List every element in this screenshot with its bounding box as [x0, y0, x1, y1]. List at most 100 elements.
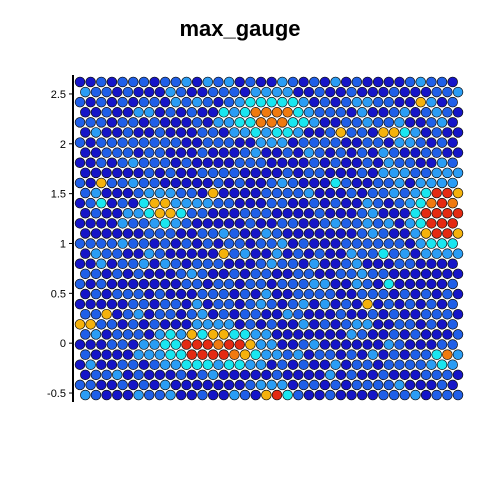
data-point	[165, 107, 176, 118]
data-point	[309, 197, 320, 209]
data-point	[431, 349, 442, 360]
data-point	[367, 308, 379, 320]
data-point	[149, 117, 160, 128]
data-point	[410, 107, 421, 118]
data-point	[122, 167, 134, 179]
data-point	[309, 96, 320, 108]
data-point	[186, 107, 198, 118]
data-point	[314, 288, 325, 300]
data-point	[404, 76, 416, 88]
data-point	[85, 298, 96, 310]
data-point	[394, 258, 405, 269]
data-point	[149, 258, 160, 269]
data-point	[314, 228, 325, 239]
data-point	[122, 308, 134, 320]
data-point	[388, 349, 400, 360]
data-point	[367, 187, 379, 199]
data-point	[239, 127, 251, 138]
data-point	[239, 248, 251, 259]
data-point	[303, 127, 315, 138]
data-point	[106, 258, 118, 269]
data-point	[394, 137, 405, 148]
data-point	[340, 278, 352, 290]
data-point	[351, 298, 363, 310]
data-point	[303, 187, 315, 199]
data-point	[245, 117, 256, 128]
data-point	[165, 389, 176, 401]
data-point	[442, 349, 453, 360]
data-point	[170, 319, 182, 330]
data-point	[143, 187, 155, 199]
data-point	[239, 107, 251, 118]
data-point	[277, 278, 288, 290]
data-point	[399, 167, 411, 179]
data-point	[234, 258, 245, 269]
data-point	[261, 268, 272, 280]
data-point	[388, 208, 400, 219]
data-point	[303, 389, 315, 401]
data-point	[399, 288, 411, 300]
data-point	[410, 147, 421, 158]
data-point	[324, 248, 336, 259]
data-point	[426, 238, 437, 249]
data-point	[133, 228, 144, 239]
data-point	[399, 389, 411, 401]
data-point	[309, 137, 320, 148]
data-point	[410, 248, 421, 259]
data-point	[186, 208, 198, 219]
data-point	[293, 308, 304, 320]
data-point	[255, 359, 267, 370]
data-point	[96, 298, 107, 310]
data-point	[250, 288, 261, 300]
data-point	[213, 177, 224, 189]
data-point	[127, 117, 139, 128]
data-point	[346, 167, 357, 179]
data-point	[90, 228, 102, 239]
data-point	[186, 288, 198, 300]
data-point	[80, 248, 91, 259]
data-point	[239, 369, 251, 381]
data-point	[229, 349, 240, 360]
data-point	[324, 167, 336, 179]
data-point	[138, 238, 150, 249]
data-point	[186, 167, 198, 179]
data-point	[117, 218, 128, 229]
data-point	[298, 238, 309, 249]
data-point	[261, 127, 272, 138]
data-point	[420, 86, 432, 98]
data-point	[293, 329, 304, 340]
data-point	[266, 339, 277, 350]
data-point	[143, 288, 155, 300]
data-point	[372, 379, 384, 391]
data-point	[271, 127, 283, 138]
data-point	[181, 238, 192, 249]
data-point	[351, 137, 363, 148]
data-point	[90, 329, 102, 340]
data-point	[239, 308, 251, 320]
data-point	[170, 258, 182, 269]
data-point	[340, 117, 352, 128]
data-point	[191, 278, 203, 290]
data-point	[356, 167, 368, 179]
data-point	[191, 379, 203, 391]
data-point	[351, 117, 363, 128]
data-point	[309, 298, 320, 310]
data-point	[191, 339, 203, 350]
data-point	[314, 147, 325, 158]
data-point	[165, 369, 176, 381]
data-point	[282, 288, 293, 300]
data-point	[154, 127, 166, 138]
data-point	[197, 187, 208, 199]
data-point	[159, 359, 171, 370]
data-point	[436, 218, 448, 229]
data-point	[356, 268, 368, 280]
data-point	[175, 308, 187, 320]
data-point	[159, 379, 171, 391]
data-point	[356, 349, 368, 360]
data-point	[383, 177, 395, 189]
data-point	[112, 369, 123, 381]
data-point	[117, 298, 128, 310]
data-point	[277, 379, 288, 391]
data-point	[319, 319, 331, 330]
data-point	[122, 127, 134, 138]
